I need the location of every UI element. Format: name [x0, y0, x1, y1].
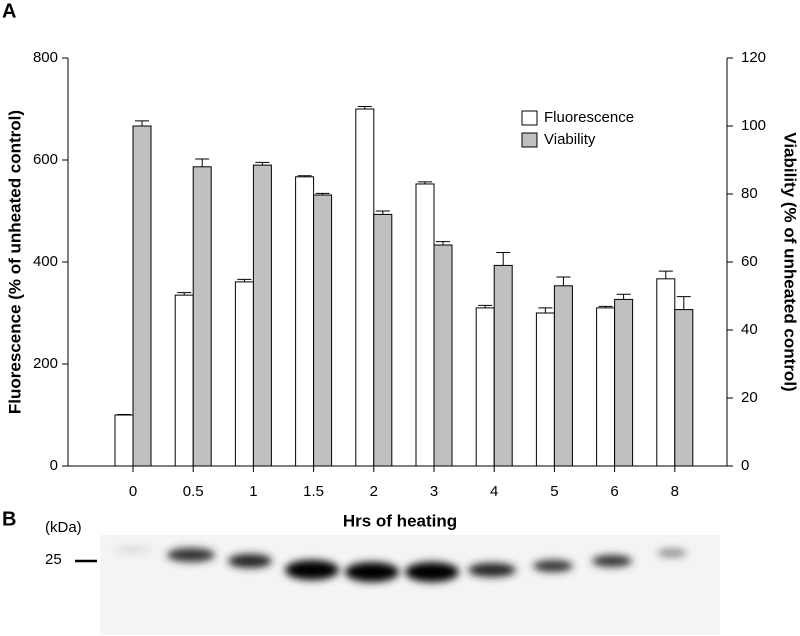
- y2-axis-label: Viability (% of unheated control): [781, 132, 800, 391]
- error-bar: [436, 241, 450, 245]
- x-tick-label: 6: [610, 483, 618, 500]
- bar: [234, 281, 254, 467]
- x-tick-label: 0.5: [183, 483, 204, 500]
- x-tick-label: 4: [490, 483, 498, 500]
- bar: [373, 213, 393, 467]
- y-tick-label: 200: [33, 355, 58, 372]
- bar: [252, 164, 272, 467]
- x-tick-label: 0: [129, 483, 137, 500]
- bar: [674, 309, 694, 467]
- error-bar: [375, 210, 390, 215]
- x-tick-label: 1.5: [303, 483, 324, 500]
- bar: [535, 312, 555, 467]
- bar: [174, 294, 194, 467]
- y2-tick-label: 100: [741, 117, 766, 134]
- y-axis-label: Fluorescence (% of unheated control): [5, 110, 24, 414]
- y-tick-label: 600: [33, 151, 58, 168]
- bar: [475, 307, 495, 467]
- x-tick-label: 1: [249, 483, 257, 500]
- legend-label: Fluorescence: [544, 109, 634, 126]
- bar: [132, 125, 152, 467]
- error-bar: [357, 105, 372, 109]
- y-tick-label: 800: [33, 49, 58, 66]
- x-tick-label: 8: [671, 483, 679, 500]
- panel-label: B: [2, 508, 16, 530]
- x-tick-label: 3: [430, 483, 438, 500]
- error-bar: [255, 161, 270, 166]
- bar: [295, 176, 315, 467]
- bar: [493, 264, 513, 467]
- x-tick-label: 5: [550, 483, 558, 500]
- x-tick-label: 2: [370, 483, 378, 500]
- bar: [656, 278, 676, 467]
- y2-tick-label: 40: [741, 321, 758, 338]
- bar: [596, 307, 616, 467]
- error-bar: [478, 304, 493, 308]
- bar: [192, 166, 212, 467]
- blot: [75, 535, 720, 635]
- error-bar: [658, 270, 673, 279]
- bar: [433, 244, 453, 467]
- bar: [114, 414, 134, 467]
- error-bar: [538, 307, 553, 313]
- panel-label: A: [2, 0, 16, 22]
- error-bar: [556, 276, 571, 286]
- y2-tick-label: 120: [741, 49, 766, 66]
- error-bar: [418, 181, 432, 184]
- error-bar: [117, 413, 131, 415]
- y-tick-label: 0: [50, 457, 58, 474]
- bar: [313, 194, 333, 467]
- bar: [355, 108, 375, 467]
- error-bar: [177, 292, 192, 296]
- error-bar: [195, 158, 210, 167]
- error-bar: [616, 293, 631, 300]
- y2-tick-label: 0: [741, 457, 749, 474]
- blot-bands: [115, 546, 687, 582]
- y2-tick-label: 60: [741, 253, 758, 270]
- bar: [614, 298, 634, 467]
- error-bar: [315, 192, 330, 196]
- error-bar: [297, 175, 312, 177]
- legend-label: Viability: [544, 131, 596, 148]
- bar: [553, 285, 573, 467]
- bar: [415, 183, 435, 467]
- blot-marker: 25: [45, 551, 62, 568]
- error-bar: [135, 120, 149, 126]
- y2-tick-label: 20: [741, 389, 758, 406]
- y2-tick-label: 80: [741, 185, 758, 202]
- blot-unit: (kDa): [45, 519, 82, 536]
- x-axis-label: Hrs of heating: [343, 511, 457, 530]
- error-bar: [496, 251, 511, 266]
- error-bar: [237, 278, 252, 282]
- y-tick-label: 400: [33, 253, 58, 270]
- error-bar: [598, 305, 613, 308]
- legend-swatch: [521, 110, 538, 126]
- legend-swatch: [521, 132, 538, 148]
- error-bar: [676, 296, 691, 310]
